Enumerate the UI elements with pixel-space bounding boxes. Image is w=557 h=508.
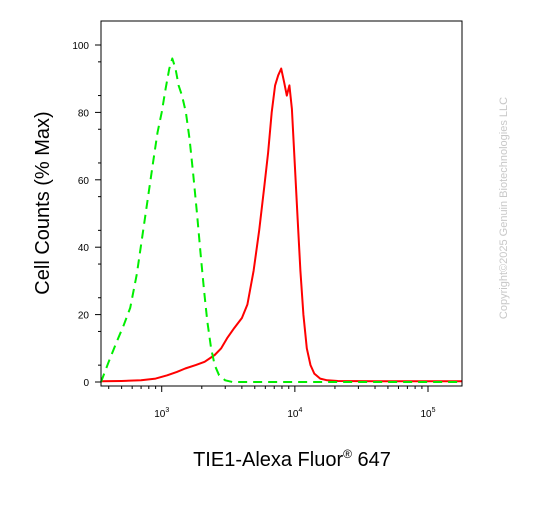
- y-tick-label: 0: [83, 378, 89, 389]
- x-tick-base: 10: [154, 409, 166, 420]
- x-tick-exponent: 5: [432, 407, 436, 414]
- x-tick-exponent: 3: [165, 407, 169, 414]
- y-tick-label: 80: [78, 108, 90, 119]
- x-tick-label: 103: [154, 407, 169, 420]
- x-tick-base: 10: [287, 409, 299, 420]
- y-axis-title: Cell Counts (% Max): [32, 111, 54, 294]
- y-tick-label: 20: [78, 311, 90, 322]
- y-tick-label: 40: [78, 243, 90, 254]
- x-axis-title-main: TIE1-Alexa Fluor: [193, 449, 343, 471]
- x-tick-label: 104: [287, 407, 302, 420]
- dashed-series-line: [100, 57, 462, 383]
- x-axis-title-suffix: 647: [352, 449, 391, 471]
- x-tick-exponent: 4: [298, 407, 302, 414]
- x-tick-label: 105: [420, 407, 435, 420]
- solid-series-line: [100, 67, 462, 383]
- y-tick-label: 100: [72, 41, 89, 52]
- x-tick-base: 10: [420, 409, 432, 420]
- plot-series: [100, 57, 462, 383]
- plot-frame: [100, 20, 463, 387]
- copyright-watermark: Copyright©2025 Genuin Biotechnologies LL…: [498, 97, 510, 319]
- y-tick-label: 60: [78, 176, 90, 187]
- x-axis-title: TIE1-Alexa Fluor® 647: [193, 447, 391, 471]
- x-axis-title-superscript: ®: [343, 447, 352, 461]
